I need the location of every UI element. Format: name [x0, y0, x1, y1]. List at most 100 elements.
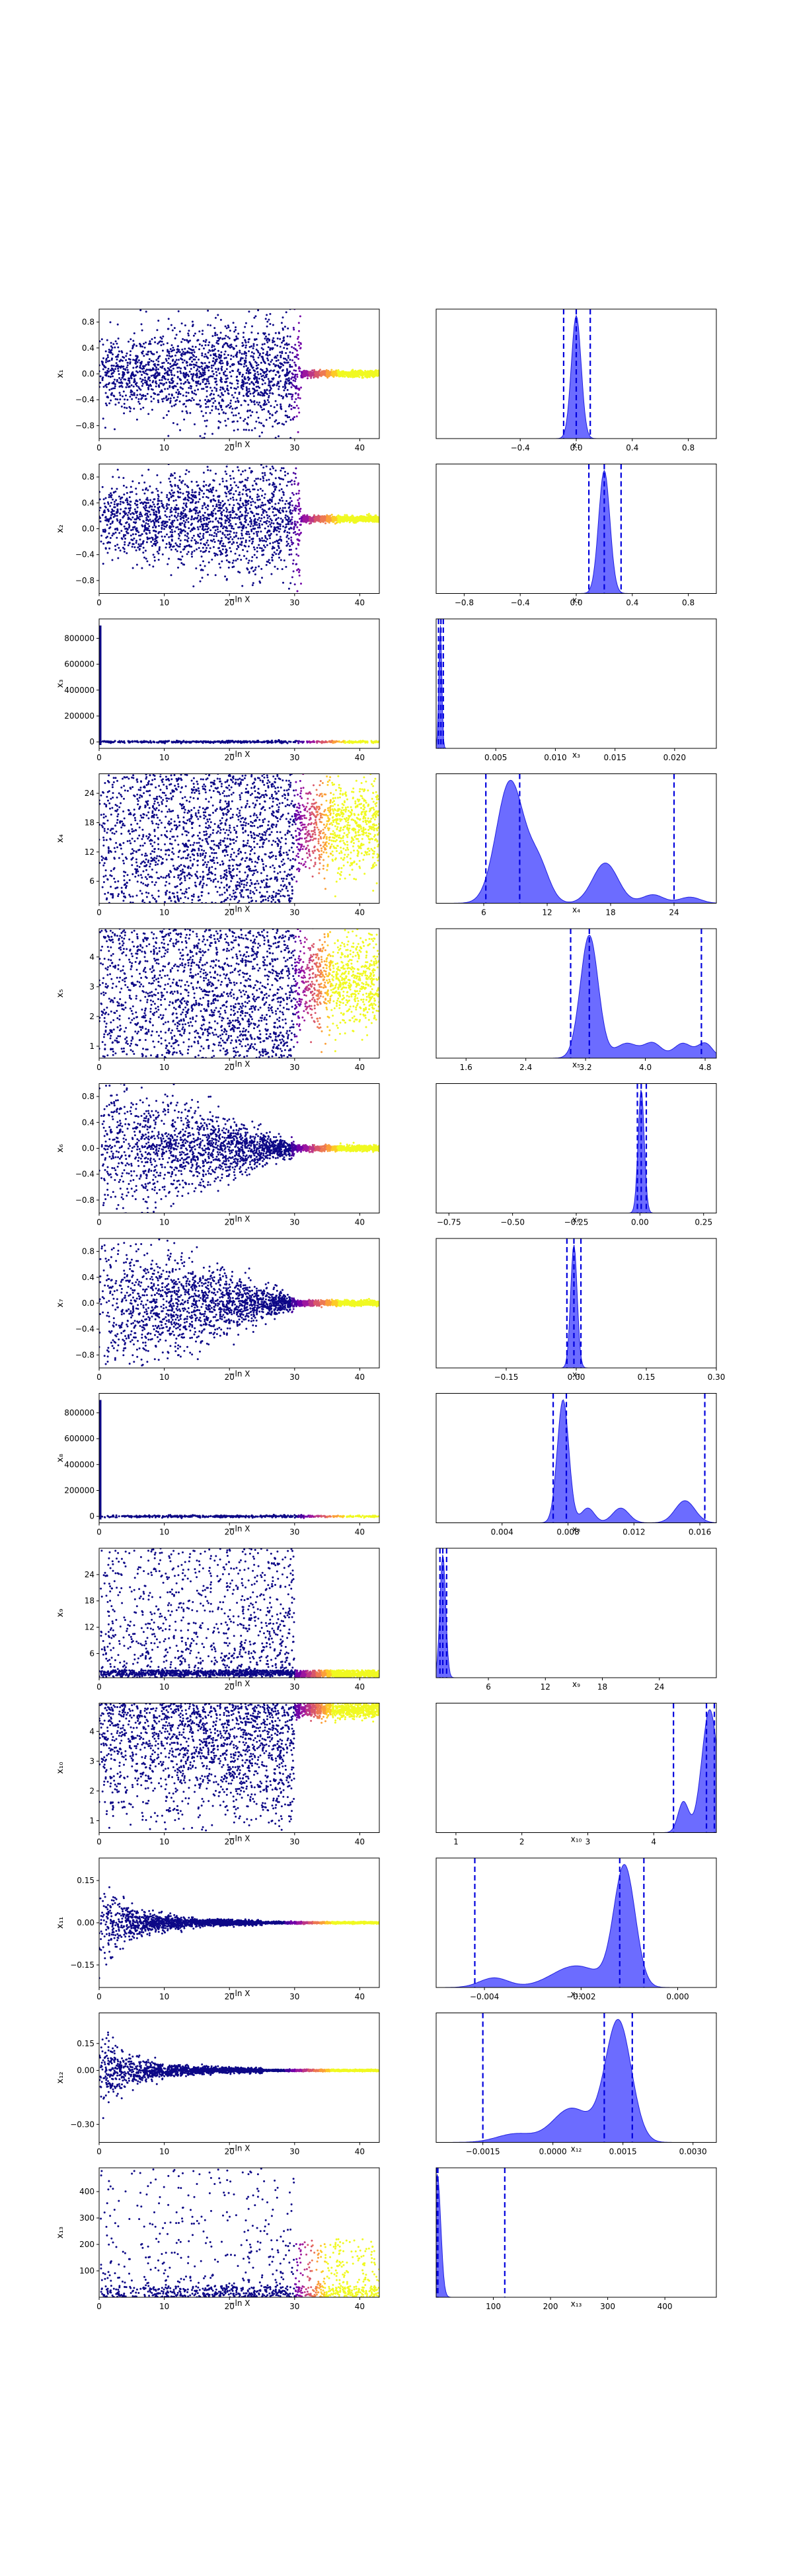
posterior-x6-xtick-label: −0.25: [564, 1218, 589, 1227]
posterior-x7-xtick-label: 0.15: [638, 1373, 656, 1382]
trace-x7-ytick-label: −0.4: [75, 1324, 94, 1334]
trace-x4-ytick-label: 6: [89, 877, 94, 886]
trace-x12-xtick-label: 10: [159, 2147, 169, 2157]
trace-x3-xtick-label: 30: [289, 753, 299, 762]
trace-x5-points: [99, 929, 379, 1058]
posterior-x12-density: [436, 2019, 716, 2143]
posterior-x2-xtick-label: 0.0: [570, 598, 582, 608]
trace-x4-ylabel: x₄: [56, 834, 65, 843]
posterior-x13-density: [436, 2174, 716, 2297]
posterior-x2-density: [436, 470, 716, 594]
trace-x7-xtick-label: 10: [159, 1373, 169, 1382]
posterior-x4-xlabel: x₄: [572, 906, 580, 915]
posterior-x3-xtick-label: 0.015: [603, 753, 626, 762]
posterior-x2-xtick-label: −0.4: [511, 598, 530, 608]
trace-x8-ylabel: x₈: [56, 1454, 65, 1462]
posterior-x1-xtick-label: −0.4: [511, 443, 530, 452]
trace-x10-xtick-label: 40: [355, 1838, 365, 1847]
trace-x3-frame: [98, 618, 380, 749]
trace-x12-xtick-label: 0: [96, 2147, 102, 2157]
trace-x6-xtick-label: 30: [289, 1218, 299, 1227]
trace-x7-xtick-label: 0: [96, 1373, 102, 1382]
trace-x7-ytick-label: 0.4: [82, 1273, 94, 1282]
trace-x13-ytick-label: 100: [79, 2266, 94, 2275]
posterior-x6-xtick-label: −0.50: [500, 1218, 525, 1227]
trace-x13-xtick-label: 0: [96, 2302, 102, 2311]
trace-x5-xtick-label: 40: [355, 1063, 365, 1072]
trace-x3-xtick-label: 0: [96, 753, 102, 762]
trace-x6-ytick-label: 0.0: [82, 1144, 94, 1153]
trace-x9: 0 10 20 30 40 6 12 18 24 −ln X x₉: [56, 1548, 380, 1692]
trace-x6-ytick-label: −0.8: [75, 1196, 94, 1205]
trace-x3-xtick-label: 40: [355, 753, 365, 762]
posterior-x3: 0.005 0.010 0.015 0.020 x₃: [435, 618, 717, 762]
trace-x10-ytick-label: 1: [89, 1816, 94, 1825]
trace-x7-xtick-label: 40: [355, 1373, 365, 1382]
posterior-x13-xtick-label: 200: [543, 2302, 558, 2311]
trace-x8-ytick-label: 600000: [64, 1434, 94, 1443]
posterior-x1-density: [436, 314, 716, 439]
trace-x7-points: [99, 1238, 379, 1368]
posterior-x2-xlabel: x₂: [572, 596, 580, 605]
trace-x6-xlabel: −ln X: [228, 1215, 250, 1224]
posterior-x12-xtick-label: 0.0030: [679, 2147, 707, 2157]
posterior-x2-frame: [435, 464, 717, 594]
trace-x10-frame: [98, 1703, 380, 1833]
trace-x1-xtick-label: 20: [225, 443, 235, 452]
trace-x3-ylabel: x₃: [56, 680, 65, 688]
trace-x9-ytick-label: 24: [85, 1570, 94, 1579]
trace-x12-ylabel: x₁₂: [56, 2071, 65, 2083]
trace-x1-ytick-label: −0.8: [75, 421, 94, 430]
posterior-x11-density: [436, 1864, 716, 1987]
posterior-x7-density: [436, 1244, 716, 1368]
posterior-x12-frame: [435, 2013, 717, 2143]
trace-x2-points: [99, 464, 379, 592]
posterior-x5-xtick-label: 4.8: [699, 1063, 711, 1072]
trace-x11-xtick-label: 10: [159, 1992, 169, 2001]
trace-x8-ytick-label: 200000: [64, 1486, 94, 1495]
trace-x3-xtick-label: 20: [225, 753, 235, 762]
trace-x9-xtick-label: 40: [355, 1682, 365, 1692]
posterior-x7-xlabel: x₇: [572, 1370, 580, 1379]
trace-x3-ytick-label: 800000: [64, 633, 94, 643]
trace-x5: 0 10 20 30 40 1 2 3 4 −ln X x₅: [56, 928, 380, 1072]
trace-x4-xtick-label: 10: [159, 908, 169, 917]
posterior-x12-xlabel: x₁₂: [571, 2145, 582, 2154]
trace-x2-ylabel: x₂: [56, 524, 65, 533]
trace-x9-xlabel: −ln X: [228, 1679, 250, 1688]
posterior-x6-density: [436, 1090, 716, 1213]
posterior-x5-xtick-label: 1.6: [460, 1063, 472, 1072]
posterior-x9-density: [436, 1554, 716, 1678]
trace-x5-xtick-label: 10: [159, 1063, 169, 1072]
trace-x8-frame: [98, 1393, 380, 1523]
trace-x2: 0 10 20 30 40 −0.8 −0.4 0.0 0.4 0.8 −ln X x₂: [56, 464, 380, 608]
trace-x7-ylabel: x₇: [56, 1299, 65, 1308]
trace-x11-ytick-label: 0.15: [77, 1876, 94, 1885]
trace-x8-ytick-label: 400000: [64, 1460, 94, 1469]
trace-x10-xtick-label: 30: [289, 1838, 299, 1847]
trace-x1-ytick-label: 0.4: [82, 343, 94, 353]
trace-x6-ytick-label: 0.4: [82, 1118, 94, 1127]
posterior-x4-frame: [435, 773, 717, 904]
posterior-x3-xtick-label: 0.020: [663, 753, 686, 762]
trace-x13-points: [100, 2168, 379, 2297]
posterior-x1-xlabel: x₁: [572, 441, 580, 450]
posterior-x11-xtick-label: 0.000: [666, 1992, 689, 2001]
trace-x7-xlabel: −ln X: [228, 1369, 250, 1378]
trace-x1-xtick-label: 10: [159, 443, 169, 452]
trace-x9-ytick-label: 12: [85, 1623, 94, 1632]
posterior-x8-density: [436, 1399, 716, 1523]
trace-x4-ytick-label: 18: [85, 818, 94, 827]
trace-x11: 0 10 20 30 40 −0.15 0.00 0.15 −ln X x₁₁: [56, 1857, 380, 2001]
trace-x10-xlabel: −ln X: [228, 1834, 250, 1843]
posterior-x9-xtick-label: 6: [486, 1682, 491, 1692]
trace-x13-ylabel: x₁₃: [56, 2227, 65, 2238]
posterior-x7: −0.15 0.00 0.15 0.30 x₇: [435, 1238, 725, 1382]
trace-x13-xlabel: −ln X: [228, 2299, 250, 2308]
posterior-x8-xlabel: x₈: [572, 1525, 580, 1534]
trace-x8: 0 10 20 30 40 0 200000 400000 600000 800000 −ln X x…: [56, 1393, 380, 1537]
trace-x4-points: [99, 773, 379, 904]
trace-x6-xtick-label: 40: [355, 1218, 365, 1227]
posterior-x6-xlabel: x₆: [572, 1215, 580, 1225]
posterior-x13-xtick-label: 400: [658, 2302, 673, 2311]
